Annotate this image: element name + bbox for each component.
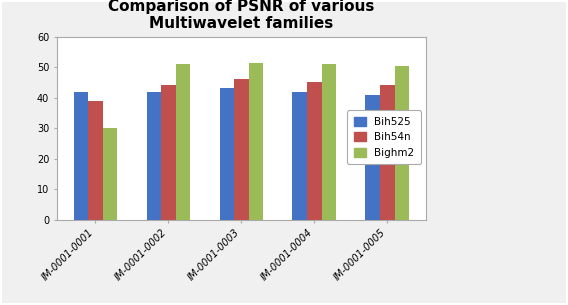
Title: Comparison of PSNR of various
Multiwavelet families: Comparison of PSNR of various Multiwavel… <box>108 0 374 31</box>
Bar <box>103 128 118 220</box>
Bar <box>365 95 380 220</box>
Bar <box>176 64 190 220</box>
Bar <box>395 66 409 220</box>
Bar <box>249 63 264 220</box>
Bar <box>147 92 161 220</box>
Bar <box>161 85 176 220</box>
Legend: Bih525, Bih54n, Bighm2: Bih525, Bih54n, Bighm2 <box>348 110 421 164</box>
Bar <box>219 88 234 220</box>
Bar <box>234 79 249 220</box>
Bar <box>321 64 336 220</box>
Bar <box>380 85 395 220</box>
Bar <box>74 92 88 220</box>
Bar <box>88 101 103 220</box>
Bar <box>293 92 307 220</box>
Bar <box>307 82 321 220</box>
